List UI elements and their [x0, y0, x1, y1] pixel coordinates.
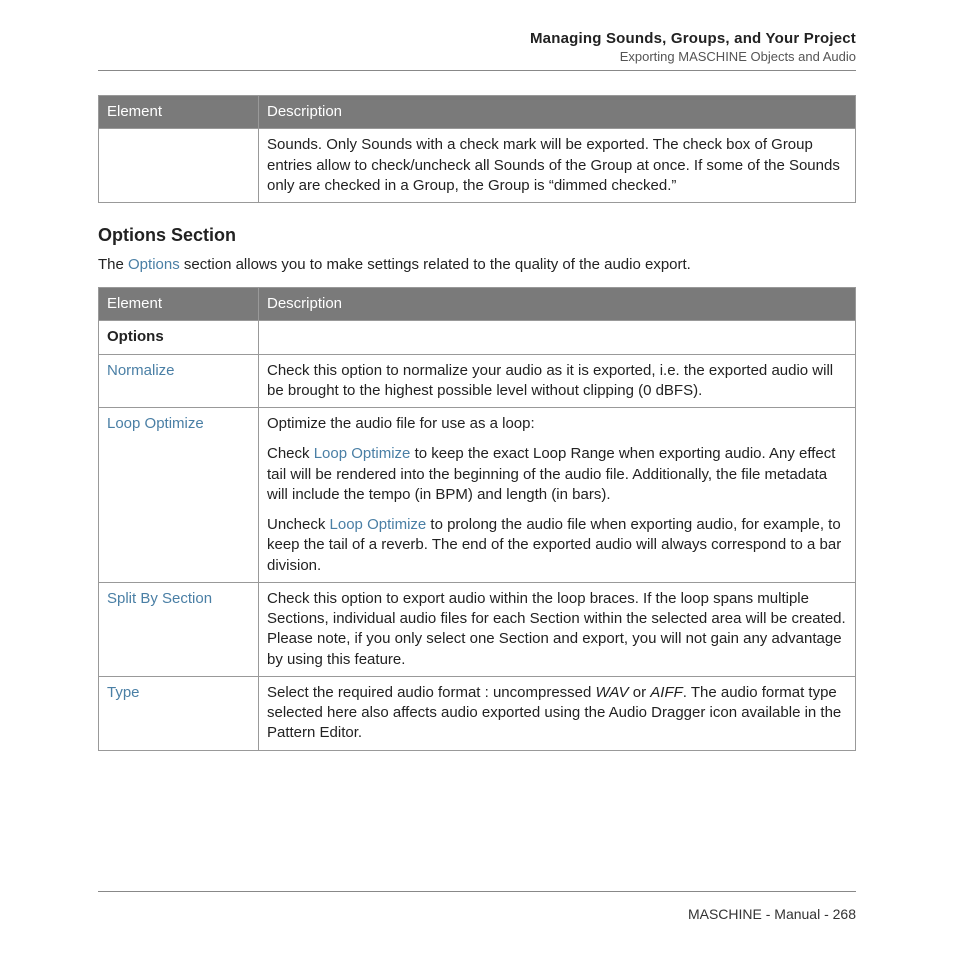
- loop-label-text: Loop Optimize: [107, 415, 204, 432]
- cell-options-desc: [259, 321, 856, 354]
- type-label-text: Type: [107, 684, 140, 701]
- col-header-element: Element: [99, 96, 259, 129]
- normalize-label-text: Normalize: [107, 362, 175, 379]
- cell-loop-desc: Optimize the audio file for use as a loo…: [259, 408, 856, 583]
- header-rule: [98, 70, 856, 71]
- row-split: Split By Section Check this option to ex…: [99, 582, 856, 676]
- intro-suffix: section allows you to make settings rela…: [180, 256, 691, 273]
- cell-split-label: Split By Section: [99, 582, 259, 676]
- cell-type-desc: Select the required audio format : uncom…: [259, 676, 856, 750]
- type-aiff: AIFF: [650, 684, 683, 701]
- section-heading-options: Options Section: [98, 225, 856, 246]
- type-pre: Select the required audio format : uncom…: [267, 684, 596, 701]
- table-sounds-continuation: Element Description Sounds. Only Sounds …: [98, 95, 856, 203]
- split-label-text: Split By Section: [107, 590, 212, 607]
- loop-p3: Uncheck Loop Optimize to prolong the aud…: [267, 515, 847, 576]
- loop-p3-pre: Uncheck: [267, 516, 330, 533]
- footer-rule: [98, 891, 856, 892]
- options-intro: The Options section allows you to make s…: [98, 254, 856, 275]
- intro-keyword: Options: [128, 256, 180, 273]
- loop-p3-kw: Loop Optimize: [330, 516, 427, 533]
- col-header-element: Element: [99, 288, 259, 321]
- intro-prefix: The: [98, 256, 128, 273]
- cell-type-label: Type: [99, 676, 259, 750]
- page-footer: MASCHINE - Manual - 268: [688, 906, 856, 922]
- table-header-row: Element Description: [99, 96, 856, 129]
- cell-element-empty: [99, 129, 259, 203]
- row-normalize: Normalize Check this option to normalize…: [99, 354, 856, 408]
- header-subtitle: Exporting MASCHINE Objects and Audio: [98, 49, 856, 64]
- table-options: Element Description Options Normalize Ch…: [98, 287, 856, 751]
- row-options: Options: [99, 321, 856, 354]
- loop-p2-kw: Loop Optimize: [314, 445, 411, 462]
- col-header-description: Description: [259, 96, 856, 129]
- loop-p2-pre: Check: [267, 445, 314, 462]
- header-title: Managing Sounds, Groups, and Your Projec…: [98, 30, 856, 47]
- cell-options-label: Options: [99, 321, 259, 354]
- cell-normalize-desc: Check this option to normalize your audi…: [259, 354, 856, 408]
- type-wav: WAV: [596, 684, 629, 701]
- table-header-row: Element Description: [99, 288, 856, 321]
- type-mid: or: [629, 684, 651, 701]
- loop-p1: Optimize the audio file for use as a loo…: [267, 414, 847, 434]
- row-type: Type Select the required audio format : …: [99, 676, 856, 750]
- page-header: Managing Sounds, Groups, and Your Projec…: [98, 30, 856, 64]
- loop-p2: Check Loop Optimize to keep the exact Lo…: [267, 444, 847, 505]
- cell-loop-label: Loop Optimize: [99, 408, 259, 583]
- cell-normalize-label: Normalize: [99, 354, 259, 408]
- document-page: Managing Sounds, Groups, and Your Projec…: [0, 0, 954, 954]
- row-loop-optimize: Loop Optimize Optimize the audio file fo…: [99, 408, 856, 583]
- cell-description-sounds: Sounds. Only Sounds with a check mark wi…: [259, 129, 856, 203]
- cell-split-desc: Check this option to export audio within…: [259, 582, 856, 676]
- col-header-description: Description: [259, 288, 856, 321]
- table-row: Sounds. Only Sounds with a check mark wi…: [99, 129, 856, 203]
- options-label-text: Options: [107, 328, 164, 345]
